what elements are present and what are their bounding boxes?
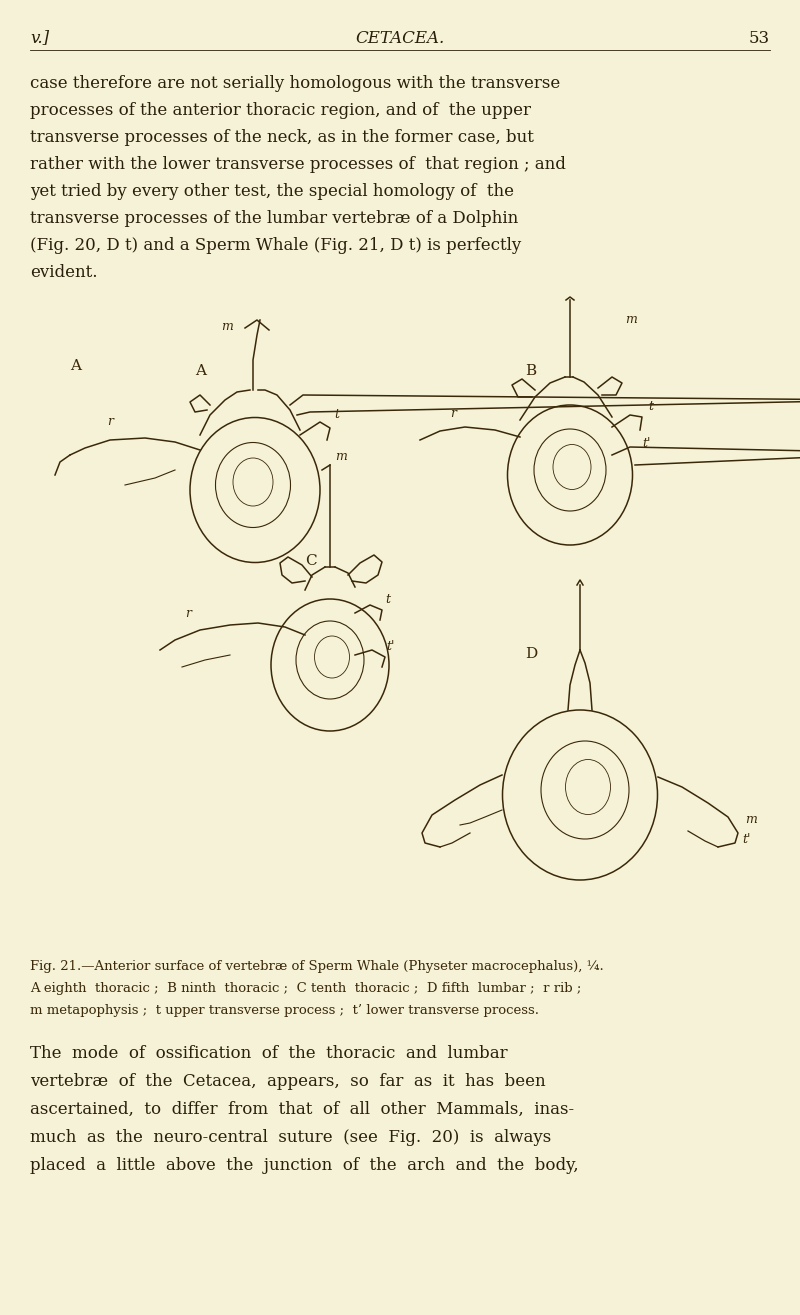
- Text: t: t: [648, 400, 653, 413]
- Text: t': t': [642, 437, 650, 450]
- Text: m: m: [335, 450, 347, 463]
- Text: B: B: [525, 364, 536, 377]
- Text: t: t: [334, 408, 339, 421]
- Text: A eighth  thoracic ;  B ninth  thoracic ;  C tenth  thoracic ;  D fifth  lumbar : A eighth thoracic ; B ninth thoracic ; C…: [30, 982, 582, 995]
- Text: m: m: [745, 813, 757, 826]
- Text: (Fig. 20, D t) and a Sperm Whale (Fig. 21, D t) is perfectly: (Fig. 20, D t) and a Sperm Whale (Fig. 2…: [30, 237, 522, 254]
- Text: A: A: [195, 364, 206, 377]
- Text: A: A: [70, 359, 81, 373]
- Text: r: r: [107, 416, 113, 427]
- Text: yet tried by every other test, the special homology of  the: yet tried by every other test, the speci…: [30, 183, 514, 200]
- Text: t': t': [742, 832, 750, 846]
- Text: case therefore are not serially homologous with the transverse: case therefore are not serially homologo…: [30, 75, 560, 92]
- Text: v.]: v.]: [30, 29, 49, 46]
- Text: t: t: [385, 593, 390, 606]
- Text: processes of the anterior thoracic region, and of  the upper: processes of the anterior thoracic regio…: [30, 103, 531, 118]
- Text: rather with the lower transverse processes of  that region ; and: rather with the lower transverse process…: [30, 156, 566, 174]
- Text: evident.: evident.: [30, 264, 98, 281]
- Text: r: r: [450, 408, 456, 419]
- Text: ascertained,  to  differ  from  that  of  all  other  Mammals,  inas-: ascertained, to differ from that of all …: [30, 1101, 574, 1118]
- Text: transverse processes of the neck, as in the former case, but: transverse processes of the neck, as in …: [30, 129, 534, 146]
- Text: transverse processes of the lumbar vertebræ of a Dolphin: transverse processes of the lumbar verte…: [30, 210, 518, 227]
- Text: m: m: [221, 320, 233, 333]
- Text: r: r: [185, 608, 191, 619]
- Text: 53: 53: [749, 29, 770, 46]
- Text: The  mode  of  ossification  of  the  thoracic  and  lumbar: The mode of ossification of the thoracic…: [30, 1045, 508, 1063]
- Text: placed  a  little  above  the  junction  of  the  arch  and  the  body,: placed a little above the junction of th…: [30, 1157, 578, 1174]
- Text: vertebræ  of  the  Cetacea,  appears,  so  far  as  it  has  been: vertebræ of the Cetacea, appears, so far…: [30, 1073, 546, 1090]
- Text: t': t': [386, 640, 394, 654]
- Text: much  as  the  neuro-central  suture  (see  Fig.  20)  is  always: much as the neuro-central suture (see Fi…: [30, 1130, 551, 1145]
- Text: D: D: [525, 647, 538, 661]
- Text: Fig. 21.—Anterior surface of vertebræ of Sperm Whale (Physeter macrocephalus), ¼: Fig. 21.—Anterior surface of vertebræ of…: [30, 960, 604, 973]
- Text: m metapophysis ;  t upper transverse process ;  t’ lower transverse process.: m metapophysis ; t upper transverse proc…: [30, 1003, 539, 1016]
- Text: C: C: [305, 554, 317, 568]
- Text: m: m: [625, 313, 637, 326]
- Text: CETACEA.: CETACEA.: [355, 29, 445, 46]
